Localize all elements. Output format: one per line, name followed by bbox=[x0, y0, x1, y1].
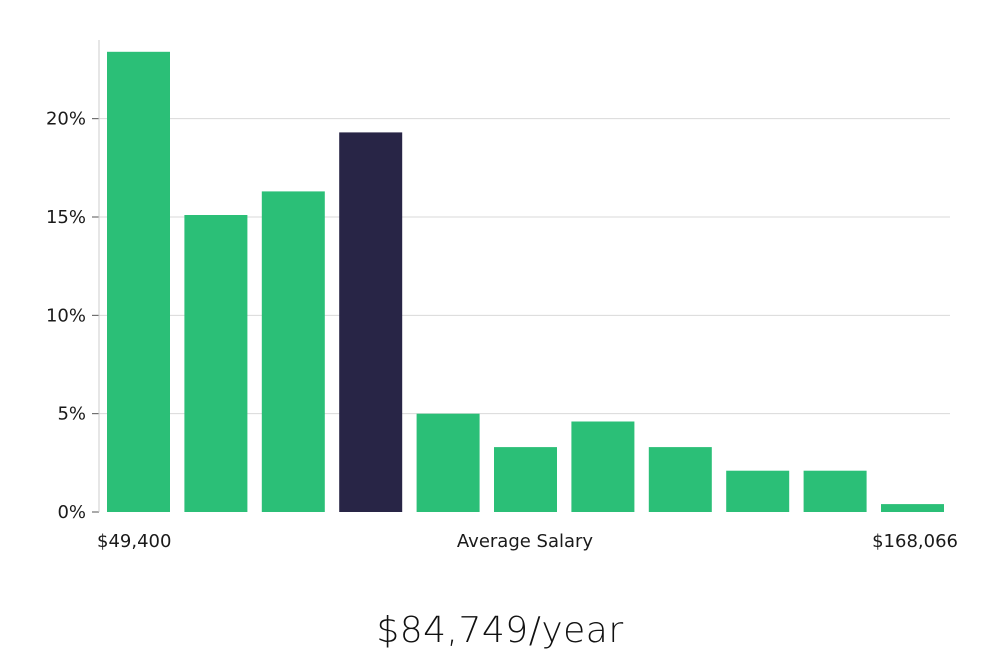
bar bbox=[726, 470, 790, 512]
x-max-label: $168,066 bbox=[872, 531, 958, 552]
y-tick-label: 5% bbox=[57, 404, 86, 425]
bar bbox=[416, 413, 480, 512]
bar bbox=[881, 504, 944, 512]
y-tick-label: 10% bbox=[46, 305, 86, 326]
bar bbox=[648, 447, 712, 512]
bar bbox=[261, 191, 325, 512]
x-min-label: $49,400 bbox=[97, 531, 171, 552]
bar-highlighted bbox=[339, 132, 403, 512]
bars bbox=[107, 51, 944, 513]
y-tick-label: 15% bbox=[46, 207, 86, 228]
average-salary-value: $84,749/year bbox=[376, 610, 624, 651]
bar bbox=[803, 470, 867, 512]
bar bbox=[571, 421, 635, 512]
bar bbox=[107, 51, 170, 513]
x-axis-label: Average Salary bbox=[457, 531, 594, 552]
salary-histogram: 0% 5% 10% 15% 20% $49,400 Average Salary $16… bbox=[46, 40, 958, 552]
y-tick-label: 0% bbox=[57, 502, 86, 523]
y-axis-ticks: 0% 5% 10% 15% 20% bbox=[46, 109, 99, 523]
bar bbox=[494, 447, 557, 512]
y-tick-label: 20% bbox=[46, 109, 86, 130]
bar bbox=[184, 215, 248, 512]
